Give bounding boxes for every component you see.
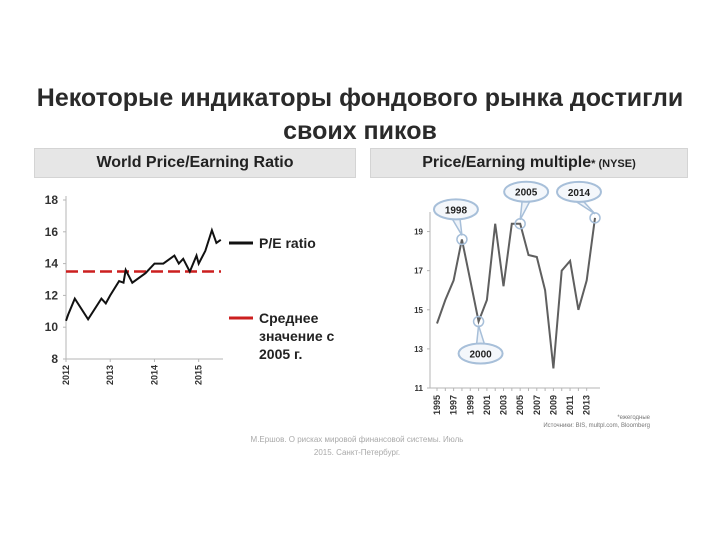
annotation-bubble-tail [519, 199, 532, 221]
legend-average-label-line-3: 2005 г. [259, 346, 302, 362]
nyse-pe-x-tick-label: 1999 [465, 395, 475, 415]
nyse-pe-x-tick-label: 2003 [499, 395, 509, 415]
source-note: *ежегодные Источники: BIS, multpl.com, B… [490, 414, 650, 430]
nyse-pe-series-line [436, 217, 596, 369]
nyse-pe-x-tick-label: 2011 [565, 395, 575, 415]
annotation-label: 2000 [469, 350, 492, 361]
world-pe-chart-title: World Price/Earning Ratio [34, 148, 356, 178]
nyse-pe-chart-title-note: * (NYSE) [591, 158, 636, 170]
annotation-bubble-tail [450, 217, 463, 236]
annotation-label: 2014 [568, 188, 591, 199]
nyse-pe-x-tick-label: 2013 [582, 395, 592, 415]
slide-title-line-2: своих пиков [283, 117, 437, 145]
world-pe-x-tick-label: 2014 [149, 365, 159, 385]
nyse-pe-y-tick-label: 17 [414, 267, 423, 276]
source-note-line-2: Источники: BIS, multpl.com, Bloomberg [543, 423, 650, 429]
annotation-bubble [556, 180, 602, 203]
annotation-label: 1998 [445, 205, 468, 216]
world-pe-x-tick-label: 2015 [194, 365, 204, 385]
annotation-bubble [503, 180, 550, 203]
world-pe-chart-title-text: World Price/Earning Ratio [96, 154, 294, 171]
legend-pe-label: P/E ratio [259, 235, 316, 251]
nyse-pe-x-tick-label: 1995 [432, 395, 442, 415]
world-pe-x-tick-label: 2013 [105, 365, 115, 385]
footnote-line-1: М.Ершов. О рисках мировой финансовой сис… [250, 435, 464, 444]
legend-average-label-line-2: значение с [259, 328, 335, 344]
nyse-pe-y-tick-label: 11 [415, 384, 424, 393]
footnote-line-2: 2015. Санкт-Петербург. [313, 448, 401, 457]
nyse-pe-y-tick-label: 15 [414, 306, 423, 315]
world-pe-x-tick-label: 2012 [61, 365, 71, 385]
annotation-point-marker [589, 212, 601, 224]
annotation-bubble [457, 342, 504, 365]
world-pe-y-tick-label: 14 [45, 257, 59, 271]
world-pe-y-tick-label: 10 [45, 320, 59, 334]
annotation-point-marker [456, 233, 468, 246]
annotation-point-marker [472, 315, 485, 328]
legend-average-label-line-1: Среднее [259, 310, 319, 326]
nyse-pe-y-tick-label: 19 [414, 228, 423, 237]
nyse-pe-chart-title: Price/Earning multiple* (NYSE) [370, 148, 688, 178]
slide-title-line-1: Некоторые индикаторы фондового рынка дос… [36, 84, 684, 112]
nyse-pe-x-tick-label: 2009 [548, 395, 558, 415]
world-pe-y-tick-label: 12 [45, 288, 59, 302]
annotation-bubble [432, 198, 479, 221]
annotation-point-marker [514, 217, 526, 230]
world-pe-y-tick-label: 8 [51, 352, 58, 366]
world-pe-series-line [65, 227, 222, 322]
nyse-pe-x-tick-label: 2007 [532, 395, 542, 415]
nyse-pe-x-tick-label: 1997 [449, 395, 459, 415]
world-pe-y-tick-label: 16 [45, 225, 59, 239]
nyse-pe-chart-title-text: Price/Earning multiple [422, 154, 592, 171]
slide-title: Некоторые индикаторы фондового рынка дос… [0, 82, 720, 148]
world-pe-y-tick-label: 18 [45, 193, 59, 207]
nyse-pe-x-tick-label: 2005 [515, 395, 525, 415]
nyse-pe-y-tick-label: 13 [414, 345, 423, 354]
annotation-label: 2005 [515, 188, 538, 199]
footnote: М.Ершов. О рисках мировой финансовой сис… [222, 433, 492, 459]
source-note-line-1: *ежегодные [617, 415, 650, 421]
annotation-bubble-tail [475, 325, 486, 346]
nyse-pe-x-tick-label: 2001 [482, 395, 492, 415]
